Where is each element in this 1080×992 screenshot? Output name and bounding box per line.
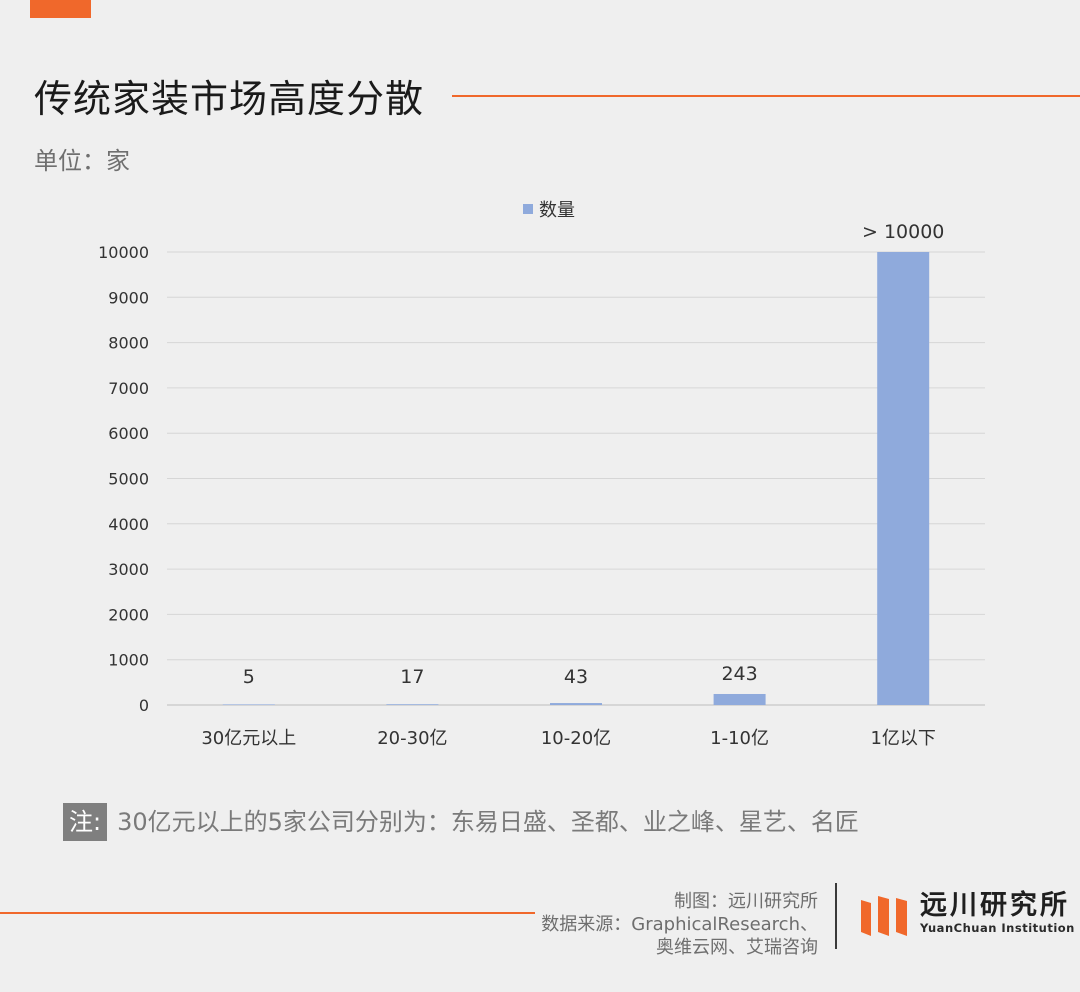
brand-logo: 远川研究所 YuanChuan Institution [858, 890, 1075, 942]
credit-line: 奥维云网、艾瑞咨询 [656, 937, 818, 958]
data-label: > 10000 [862, 221, 944, 243]
logo-mark-icon [861, 896, 907, 936]
bar-chart: 0 1000 2000 3000 4000 5000 6000 7000 8000 9000 100… [98, 200, 985, 749]
x-tick-label: 1亿以下 [870, 728, 935, 749]
page-title: 传统家装市场高度分散 [34, 77, 425, 121]
y-tick-label: 2000 [108, 605, 149, 624]
chart-gridlines [167, 251, 985, 706]
footnote: 注: 30亿元以上的5家公司分别为：东易日盛、圣都、业之峰、星艺、名匠 [63, 803, 859, 841]
credit-line: 制图：远川研究所 [674, 891, 818, 912]
data-label: 43 [564, 666, 588, 688]
y-tick-label: 1000 [108, 651, 149, 670]
legend-swatch [523, 204, 533, 214]
chart-legend: 数量 [523, 200, 575, 221]
credit-divider [835, 883, 837, 949]
y-tick-label: 5000 [108, 470, 149, 489]
credit-line: 数据来源：GraphicalResearch、 [541, 914, 818, 935]
x-tick-label: 10-20亿 [541, 728, 611, 749]
footer-divider [0, 912, 535, 914]
unit-label: 单位：家 [34, 147, 130, 175]
y-tick-label: 10000 [98, 243, 149, 262]
x-tick-label: 30亿元以上 [201, 728, 296, 749]
legend-label: 数量 [539, 200, 575, 221]
chart-bars [222, 252, 930, 705]
bar [713, 693, 766, 705]
bar [386, 704, 439, 705]
y-tick-label: 0 [139, 696, 149, 715]
y-tick-label: 4000 [108, 515, 149, 534]
x-tick-label: 1-10亿 [710, 728, 769, 749]
top-accent-bar [30, 0, 91, 18]
y-axis-ticks: 0 1000 2000 3000 4000 5000 6000 7000 8000 9000 100… [98, 243, 149, 715]
bar [877, 252, 930, 705]
footnote-tag: 注: [63, 803, 108, 841]
y-tick-label: 3000 [108, 560, 149, 579]
footnote-text: 30亿元以上的5家公司分别为：东易日盛、圣都、业之峰、星艺、名匠 [117, 808, 859, 836]
y-tick-label: 9000 [108, 288, 149, 307]
x-axis-ticks: 30亿元以上 20-30亿 10-20亿 1-10亿 1亿以下 [201, 728, 936, 749]
y-tick-label: 8000 [108, 334, 149, 353]
bar [550, 703, 602, 705]
chart-data-labels: 5 17 43 243 > 10000 [243, 221, 945, 688]
title-divider [452, 95, 1080, 97]
y-tick-label: 7000 [108, 379, 149, 398]
data-label: 5 [243, 666, 255, 688]
credits: 制图：远川研究所 数据来源：GraphicalResearch、 奥维云网、艾瑞… [541, 890, 818, 959]
x-tick-label: 20-30亿 [377, 728, 447, 749]
logo-english-name: YuanChuan Institution [920, 921, 1075, 935]
data-label: 243 [721, 663, 757, 685]
bar [222, 704, 275, 705]
data-label: 17 [400, 666, 424, 688]
logo-chinese-name: 远川研究所 [920, 890, 1070, 921]
y-tick-label: 6000 [108, 424, 149, 443]
